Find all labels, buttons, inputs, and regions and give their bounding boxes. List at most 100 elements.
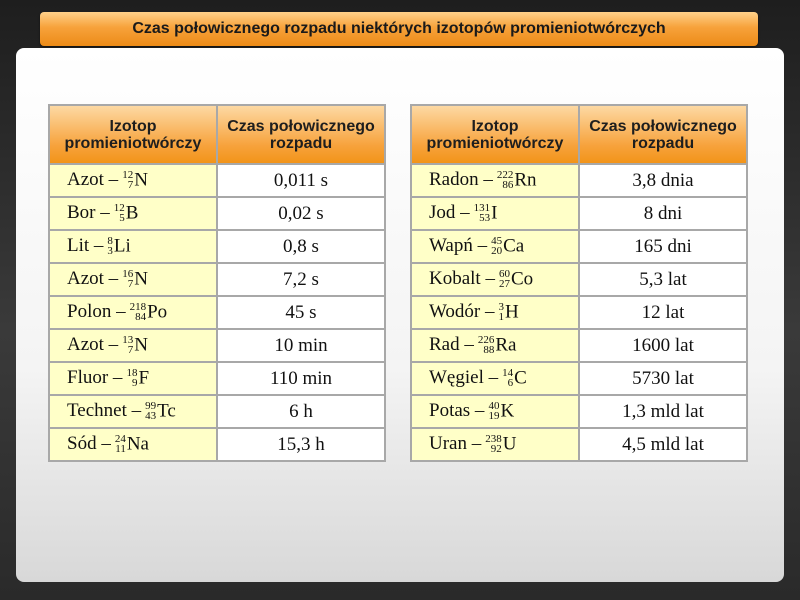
isotope-cell: Wodór –3 1 H	[410, 295, 580, 330]
mass-number: 14	[502, 366, 514, 379]
element-name: Bor –	[67, 202, 110, 224]
atomic-number: 53	[479, 211, 491, 224]
element-name: Potas –	[429, 400, 485, 422]
halflife-cell: 0,011 s	[216, 163, 386, 198]
element-symbol: Na	[126, 433, 149, 455]
mass-number: 13	[122, 333, 134, 346]
table-row: Potas –40 19 K 1,3 mld lat	[410, 394, 748, 429]
element-name: Jod –	[429, 202, 470, 224]
element-name: Fluor –	[67, 367, 123, 389]
element-name: Uran –	[429, 433, 482, 455]
halflife-cell: 8 dni	[578, 196, 748, 231]
element-name: Radon –	[429, 169, 493, 191]
table-row: Azot –13 7 N 10 min	[48, 328, 386, 363]
mass-number: 40	[488, 399, 500, 412]
atomic-number: 5	[119, 211, 125, 224]
element-symbol: Ca	[503, 235, 525, 257]
nuclide-notation: 45 20	[491, 234, 503, 256]
nuclide-notation: 218 84	[130, 301, 147, 323]
element-name: Azot –	[67, 169, 119, 191]
mass-number: 60	[498, 267, 510, 280]
element-name: Technet –	[67, 400, 142, 422]
halflife-cell: 1,3 mld lat	[578, 394, 748, 429]
isotope-cell: Azot –13 7 N	[48, 328, 218, 363]
mass-number: 226	[477, 333, 495, 346]
table-row: Uran –238 92 U 4,5 mld lat	[410, 427, 748, 462]
mass-number: 16	[122, 267, 134, 280]
element-name: Azot –	[67, 334, 119, 356]
mass-number: 12	[122, 168, 134, 181]
nuclide-notation: 18 9	[126, 367, 138, 389]
element-symbol: H	[505, 301, 519, 323]
isotope-table-right: Izotop promieniotwórczy Czas połowiczneg…	[410, 104, 748, 462]
atomic-number: 7	[127, 178, 134, 191]
table-row: Sód –24 11 Na 15,3 h	[48, 427, 386, 462]
element-symbol: U	[502, 433, 517, 455]
table-row: Rad –226 88 Ra 1600 lat	[410, 328, 748, 363]
nuclide-notation: 60 27	[498, 267, 510, 290]
table-row: Polon –218 84 Po 45 s	[48, 295, 386, 330]
mass-number: 45	[491, 234, 503, 247]
element-name: Sód –	[67, 433, 111, 455]
nuclide-notation: 12 7	[122, 168, 134, 191]
halflife-cell: 1600 lat	[578, 328, 748, 363]
atomic-number: 86	[502, 178, 514, 191]
element-name: Polon –	[67, 301, 126, 323]
atomic-number: 1	[498, 310, 505, 323]
isotope-cell: Radon –222 86 Rn	[410, 163, 580, 198]
isotope-cell: Kobalt –60 27 Co	[410, 262, 580, 297]
table-row: Jod –131 53 I 8 dni	[410, 196, 748, 231]
isotope-cell: Azot –12 7 N	[48, 163, 218, 198]
nuclide-notation: 226 88	[477, 333, 495, 356]
atomic-number: 88	[483, 343, 495, 356]
table-row: Wodór –3 1 H 12 lat	[410, 295, 748, 330]
nuclide-notation: 238 92	[485, 432, 502, 455]
isotope-cell: Jod –131 53 I	[410, 196, 580, 231]
halflife-cell: 3,8 dnia	[578, 163, 748, 198]
table-row: Bor –12 5 B 0,02 s	[48, 196, 386, 231]
isotope-cell: Polon –218 84 Po	[48, 295, 218, 330]
halflife-cell: 5730 lat	[578, 361, 748, 396]
halflife-cell: 110 min	[216, 361, 386, 396]
element-name: Węgiel –	[429, 367, 499, 389]
nuclide-notation: 14 6	[502, 366, 514, 388]
atomic-number: 92	[490, 442, 502, 455]
atomic-number: 19	[488, 409, 500, 422]
mass-number: 24	[114, 432, 126, 445]
element-symbol: F	[138, 367, 150, 389]
element-name: Wodór –	[429, 301, 495, 323]
table-row: Węgiel –14 6 C 5730 lat	[410, 361, 748, 396]
isotope-table-left: Izotop promieniotwórczy Czas połowiczneg…	[48, 104, 386, 462]
isotope-cell: Uran –238 92 U	[410, 427, 580, 462]
halflife-cell: 5,3 lat	[578, 262, 748, 297]
atomic-number: 11	[115, 442, 126, 455]
table-row: Azot –16 7 N 7,2 s	[48, 262, 386, 297]
halflife-cell: 165 dni	[578, 229, 748, 264]
atomic-number: 9	[131, 376, 138, 389]
element-symbol: Li	[113, 235, 131, 257]
atomic-number: 27	[498, 277, 510, 290]
element-symbol: Ra	[495, 334, 517, 356]
atomic-number: 3	[107, 244, 113, 257]
halflife-cell: 7,2 s	[216, 262, 386, 297]
nuclide-notation: 99 43	[145, 400, 156, 421]
halflife-cell: 10 min	[216, 328, 386, 363]
nuclide-notation: 40 19	[488, 399, 500, 422]
nuclide-notation: 16 7	[122, 267, 134, 289]
element-symbol: B	[125, 202, 139, 224]
page-title: Czas połowicznego rozpadu niektórych izo…	[40, 12, 758, 46]
header-halflife: Czas połowicznego rozpadu	[578, 104, 748, 165]
element-name: Lit –	[67, 235, 104, 257]
halflife-cell: 15,3 h	[216, 427, 386, 462]
atomic-number: 84	[135, 310, 147, 323]
element-symbol: N	[134, 268, 148, 290]
nuclide-notation: 12 5	[114, 202, 125, 224]
mass-number: 238	[485, 432, 502, 445]
element-name: Rad –	[429, 334, 474, 356]
mass-number: 3	[498, 300, 505, 313]
element-symbol: K	[500, 400, 515, 422]
halflife-cell: 12 lat	[578, 295, 748, 330]
halflife-cell: 4,5 mld lat	[578, 427, 748, 462]
isotope-cell: Bor – 12 5 B	[48, 196, 218, 231]
